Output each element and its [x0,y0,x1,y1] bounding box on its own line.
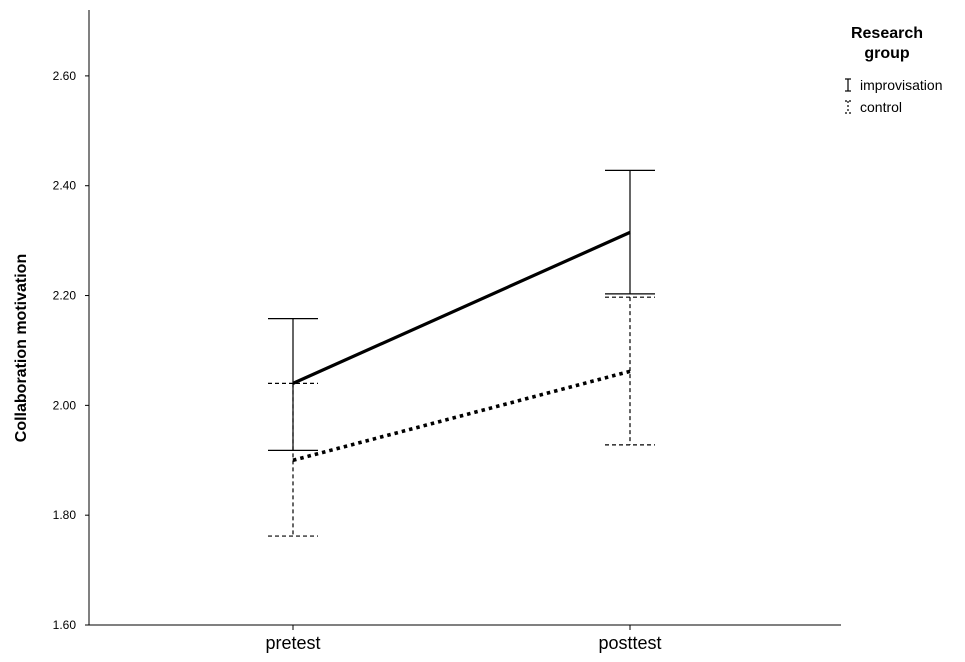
series-line-improvisation [292,230,631,385]
legend-label-control: control [860,99,902,115]
series-line-control [292,369,631,463]
x-axis-categories: pretest posttest [265,625,662,653]
legend-label-improvisation: improvisation [860,77,942,93]
y-tick-label: 2.00 [53,398,77,412]
y-tick-label: 2.40 [53,179,77,193]
y-axis-label: Collaboration motivation [13,254,30,442]
series-lines [292,230,631,463]
y-tick-label: 1.60 [53,618,77,632]
x-category-label: posttest [598,633,661,653]
y-axis-ticks: 1.60 1.80 2.00 2.20 2.40 2.60 [53,69,89,632]
chart-axes [88,10,841,626]
legend-title-line1: Research [851,25,923,42]
legend-title-line2: group [864,45,910,62]
y-tick-label: 2.20 [53,289,77,303]
y-tick-label: 2.60 [53,69,77,83]
y-tick-label: 1.80 [53,508,77,522]
x-category-label: pretest [265,633,320,653]
error-bars [268,169,655,537]
legend-items: improvisation control [845,77,942,115]
legend: Research group improvisation control [845,25,942,115]
